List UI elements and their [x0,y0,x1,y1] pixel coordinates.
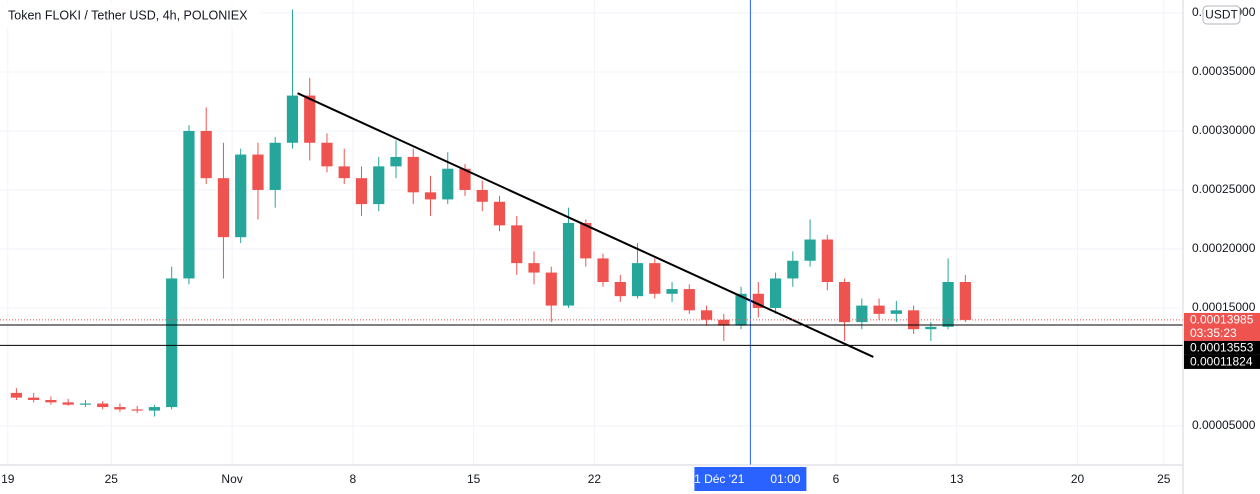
price-line-badge [1184,340,1260,355]
candle-body [735,293,747,326]
candle-body [545,272,557,306]
candle-body [528,263,540,273]
candle-body [787,260,799,279]
candle-body [873,305,885,314]
crosshair-time: 01:00 [770,472,800,486]
x-tick-label: 8 [350,472,357,486]
candle-body [580,223,592,259]
x-tick-label: 25 [105,472,119,486]
candle-body [614,281,626,297]
y-tick-label: 0.00035000 [1192,64,1256,78]
candle-body [373,166,385,205]
candle-body [459,168,471,190]
price-line-label: 0.00013553 [1190,341,1254,355]
price-line-badge [1184,354,1260,369]
x-tick-label: 20 [1071,472,1085,486]
crosshair-date: 01 Déc '21 [687,472,744,486]
candle-body [942,281,954,327]
candle-body [338,166,350,179]
candle-body [493,201,506,226]
countdown-label: 03:35:23 [1190,326,1237,340]
candle-body [286,95,299,143]
last-price-label: 0.00013985 [1190,313,1254,327]
candle-body [907,310,920,330]
y-tick-label: 0.00030000 [1192,123,1256,137]
candle-body [28,397,40,400]
candle-body [269,142,281,190]
last-price-badge [1184,312,1260,341]
y-tick-label: 0.00005000 [1192,418,1256,432]
candle-body [321,142,333,167]
candle-body [666,289,678,294]
candle-body [97,403,109,408]
y-tick-label: 0.00025000 [1192,182,1256,196]
candle-body [649,263,661,294]
overlay [0,0,1183,465]
candle-body [407,156,419,193]
candle-body [821,239,833,282]
candle-body [838,281,851,323]
candle-body [804,239,816,261]
x-tick-label: Nov [221,472,242,486]
candle-body [79,403,92,405]
candle-body [235,154,247,238]
x-tick-label: 22 [588,472,602,486]
x-tick-label: 13 [950,472,964,486]
crosshair-badge [694,467,807,491]
candle-body [925,326,937,330]
candle-body [511,225,523,264]
candle-body [442,168,454,200]
x-tick-label: 19 [1,472,15,486]
candle-body [131,409,143,411]
candle-body [148,407,161,411]
candle-body [700,310,713,320]
currency-label: USDT [1205,8,1238,22]
candle-body [562,223,575,306]
currency-badge [1202,5,1241,25]
candle-body [217,178,230,238]
candle-body [200,130,212,179]
candle-body [683,289,695,311]
price-line-label: 0.00011824 [1190,355,1253,369]
candle-body [355,178,368,205]
trendline [297,92,874,358]
x-tick-label: 6 [833,472,840,486]
candle-body [252,154,264,190]
candle-body [183,130,195,279]
axes: 0.00005000 0.00015000 0.00020000 0.00025000… [1,5,1260,491]
candle-body [959,281,971,320]
x-tick-label: 15 [467,472,481,486]
candle-body [476,189,488,202]
candle-body [424,192,437,200]
candles [10,9,971,417]
candle-body [752,293,764,308]
candle-body [856,305,868,323]
candle-body [304,95,316,143]
candle-body [390,156,402,167]
candle-body [10,392,23,398]
candle-body [769,278,782,308]
candle-body [166,278,178,408]
y-tick-label: 0.00015000 [1192,300,1256,314]
candle-body [631,263,644,297]
candle-body [114,407,126,410]
chart-title: Token FLOKI / Tether USD, 4h, POLONIEX [8,8,248,22]
grid [0,0,1183,465]
candle-body [45,399,57,403]
x-tick-label: 25 [1157,472,1171,486]
y-tick-label: 0.00020000 [1192,241,1256,255]
title-backdrop [0,2,262,28]
candle-body [62,402,74,405]
candle-body [718,319,730,326]
candle-body [890,310,902,314]
candle-body [597,258,609,282]
